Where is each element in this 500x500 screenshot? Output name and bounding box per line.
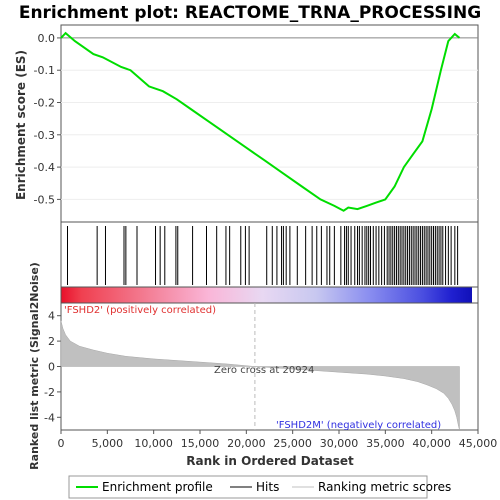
ranking-metric-area bbox=[60, 320, 460, 431]
legend-label-enrichment-profile: Enrichment profile bbox=[102, 480, 213, 494]
es-y-tick-label: -0.5 bbox=[34, 193, 55, 206]
x-tick-label: 0 bbox=[58, 437, 65, 450]
metric-y-tick-label: 0 bbox=[48, 361, 55, 374]
x-axis-label: Rank in Ordered Dataset bbox=[186, 454, 354, 468]
metric-y-ticks: 4 2 0 -2 -4 bbox=[44, 310, 61, 424]
hits-panel-frame bbox=[60, 221, 479, 288]
legend-label-hits: Hits bbox=[256, 480, 279, 494]
x-tick-label: 20,000 bbox=[227, 437, 266, 450]
es-y-tick-label: -0.4 bbox=[34, 161, 55, 174]
metric-y-tick-label: -4 bbox=[44, 411, 55, 424]
x-tick-label: 45,000 bbox=[459, 437, 498, 450]
x-tick-label: 25,000 bbox=[273, 437, 312, 450]
positive-correlation-label: 'FSHD2' (positively correlated) bbox=[64, 305, 216, 316]
x-tick-label: 15,000 bbox=[181, 437, 220, 450]
legend-label-ranking-metric: Ranking metric scores bbox=[318, 480, 451, 494]
negative-correlation-label: 'FSHD2M' (negatively correlated) bbox=[276, 420, 441, 431]
es-axis-label: Enrichment score (ES) bbox=[14, 50, 28, 200]
metric-y-tick-label: 4 bbox=[48, 310, 55, 323]
x-tick-label: 30,000 bbox=[320, 437, 359, 450]
x-tick-label: 40,000 bbox=[412, 437, 451, 450]
rank-gradient-bar bbox=[61, 287, 472, 303]
es-panel-frame bbox=[60, 24, 479, 223]
metric-y-tick-label: -2 bbox=[44, 386, 55, 399]
es-y-ticks: 0.0 -0.1 -0.2 -0.3 -0.4 -0.5 bbox=[34, 32, 61, 206]
x-tick-label: 35,000 bbox=[366, 437, 405, 450]
enrichment-profile-line bbox=[60, 31, 461, 212]
x-axis-ticks: 0 5,000 10,000 15,000 20,000 25,000 30,000 35,0… bbox=[58, 430, 498, 450]
x-tick-label: 5,000 bbox=[92, 437, 124, 450]
hits-marks bbox=[66, 226, 459, 285]
chart-title: Enrichment plot: REACTOME_TRNA_PROCESSIN… bbox=[19, 3, 481, 23]
es-y-tick-label: -0.3 bbox=[34, 129, 55, 142]
es-y-tick-label: 0.0 bbox=[38, 32, 56, 45]
es-y-tick-label: -0.2 bbox=[34, 97, 55, 110]
metric-y-tick-label: 2 bbox=[48, 335, 55, 348]
es-y-tick-label: -0.1 bbox=[34, 64, 55, 77]
x-tick-label: 10,000 bbox=[134, 437, 173, 450]
metric-axis-label: Ranked list metric (Signal2Noise) bbox=[28, 262, 41, 470]
zero-cross-label: Zero cross at 20924 bbox=[214, 365, 314, 376]
